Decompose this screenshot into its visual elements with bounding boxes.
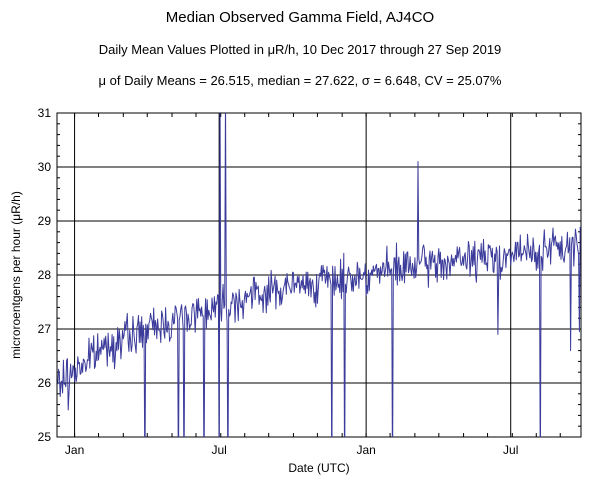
chart-stats: μ of Daily Means = 26.515, median = 27.6… — [98, 73, 502, 88]
x-tick-label: Jul — [211, 443, 226, 457]
y-tick-label: 25 — [38, 430, 52, 444]
x-tick-label: Jan — [65, 443, 84, 457]
chart-subtitle: Daily Mean Values Plotted in μR/h, 10 De… — [98, 42, 502, 57]
tick-labels: 25 26 27 28 29 30 31 Jan Jul Jan Jul — [38, 106, 519, 457]
series-layer — [57, 113, 581, 437]
y-tick-label: 26 — [38, 376, 52, 390]
y-tick-label: 30 — [38, 160, 52, 174]
series-line-daily-mean — [57, 113, 581, 437]
chart-title: Median Observed Gamma Field, AJ4CO — [165, 9, 435, 26]
x-tick-label: Jul — [503, 443, 518, 457]
x-tick-label: Jan — [356, 443, 375, 457]
y-tick-label: 28 — [38, 268, 52, 282]
grid-lines — [57, 113, 581, 437]
y-axis-label: microroentgens per hour (μR/h) — [9, 191, 23, 359]
y-tick-label: 29 — [38, 214, 52, 228]
y-tick-label: 27 — [38, 322, 52, 336]
x-axis-label: Date (UTC) — [288, 461, 349, 475]
y-tick-label: 31 — [38, 106, 52, 120]
